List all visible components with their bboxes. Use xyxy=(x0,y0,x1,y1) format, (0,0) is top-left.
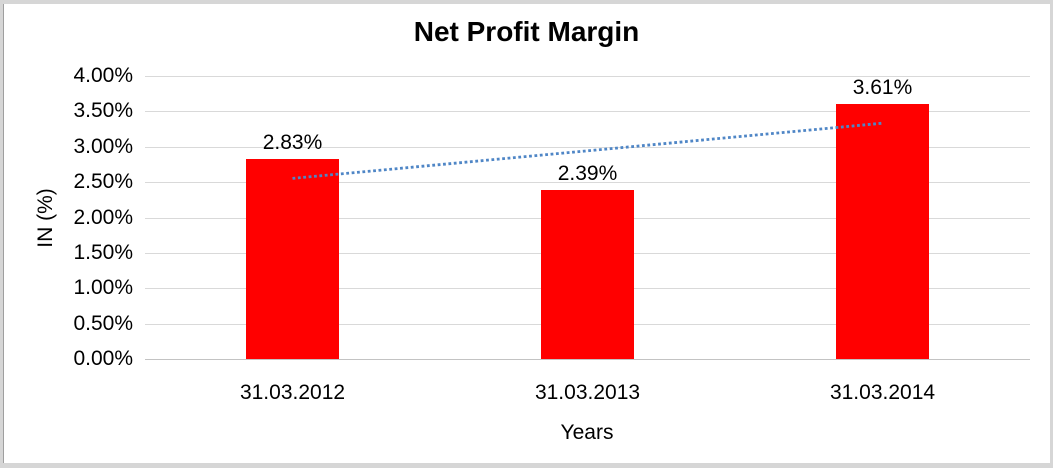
y-tick-label: 0.50% xyxy=(73,311,133,335)
bar-31.03.2014 xyxy=(836,103,929,359)
y-tick-label: 3.00% xyxy=(73,134,133,158)
trendline-path xyxy=(292,121,883,180)
gridline xyxy=(145,111,1030,113)
y-tick-label: 3.50% xyxy=(73,99,133,123)
plot-area: 2.83% 2.39% 3.61% xyxy=(145,75,1030,360)
y-tick-label: 2.00% xyxy=(73,205,133,229)
gridline xyxy=(145,182,1030,184)
y-tick-label: 1.50% xyxy=(73,240,133,264)
x-tick-label: 31.03.2013 xyxy=(534,381,641,404)
x-axis-line xyxy=(145,359,1030,360)
data-label: 3.61% xyxy=(852,75,913,99)
gridline xyxy=(145,76,1030,77)
data-label: 2.39% xyxy=(557,161,618,185)
x-tick-label: 31.03.2012 xyxy=(239,381,346,404)
gridline xyxy=(145,146,1030,148)
y-tick-label: 0.00% xyxy=(73,347,133,370)
x-axis-title: Years xyxy=(560,421,614,444)
bar-31.03.2013 xyxy=(541,189,634,359)
chart-title: Net Profit Margin xyxy=(413,16,640,47)
y-tick-label: 1.00% xyxy=(73,276,133,300)
y-tick-label: 4.00% xyxy=(73,64,133,87)
bar-31.03.2012 xyxy=(246,158,339,359)
trendline xyxy=(292,121,883,180)
x-tick-label: 31.03.2014 xyxy=(829,381,936,404)
data-label: 2.83% xyxy=(262,130,323,154)
y-tick-label: 2.50% xyxy=(73,170,133,194)
